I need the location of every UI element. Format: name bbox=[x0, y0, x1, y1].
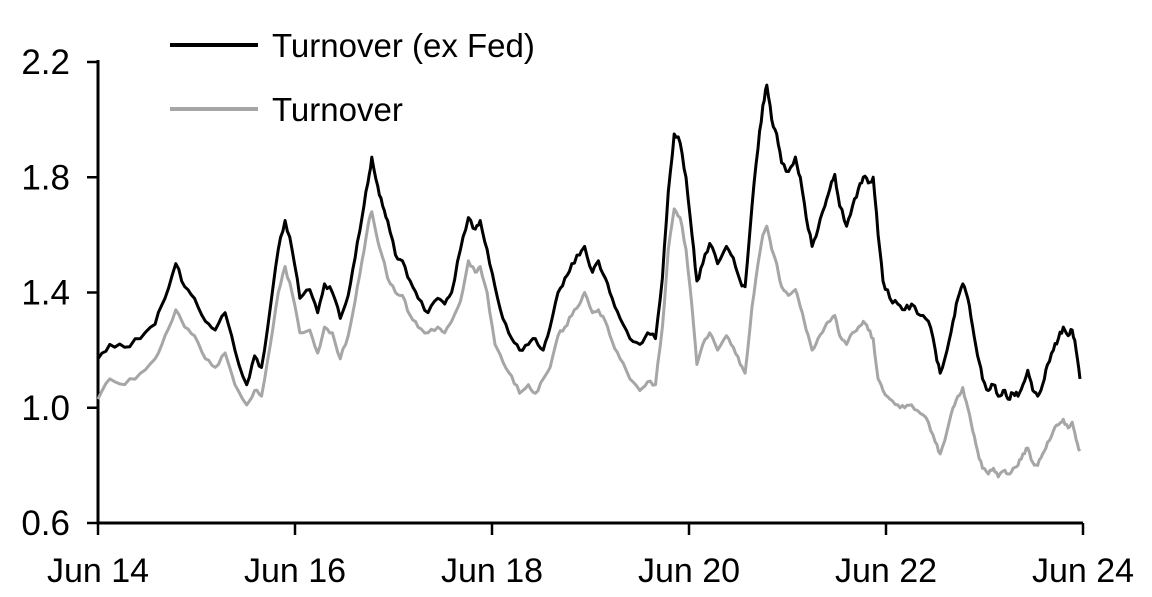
y-tick-label: 1.0 bbox=[21, 389, 70, 428]
legend-line-sample-black bbox=[170, 43, 258, 47]
x-tick-label: Jun 20 bbox=[638, 552, 740, 590]
legend: Turnover (ex Fed) Turnover bbox=[170, 25, 535, 129]
legend-item-turnover: Turnover bbox=[170, 89, 535, 129]
series-line-turnover bbox=[96, 207, 1082, 479]
x-tick-label: Jun 24 bbox=[1032, 552, 1134, 590]
y-tick-label: 1.8 bbox=[21, 158, 70, 197]
axis-spine bbox=[96, 60, 1083, 525]
x-tick-label: Jun 18 bbox=[441, 552, 543, 590]
x-tick-label: Jun 16 bbox=[244, 552, 346, 590]
y-tick-label: 1.4 bbox=[21, 274, 70, 313]
x-tick-label: Jun 22 bbox=[835, 552, 937, 590]
series-line-turnover-ex-fed bbox=[96, 83, 1082, 401]
legend-line-sample-gray bbox=[170, 107, 258, 111]
x-tick-label: Jun 14 bbox=[47, 552, 149, 590]
legend-label-turnover-ex-fed: Turnover (ex Fed) bbox=[272, 26, 535, 64]
y-tick-label: 2.2 bbox=[21, 43, 70, 82]
y-tick-label: 0.6 bbox=[21, 504, 70, 543]
legend-label-turnover: Turnover bbox=[272, 90, 403, 128]
legend-item-turnover-ex-fed: Turnover (ex Fed) bbox=[170, 25, 535, 65]
